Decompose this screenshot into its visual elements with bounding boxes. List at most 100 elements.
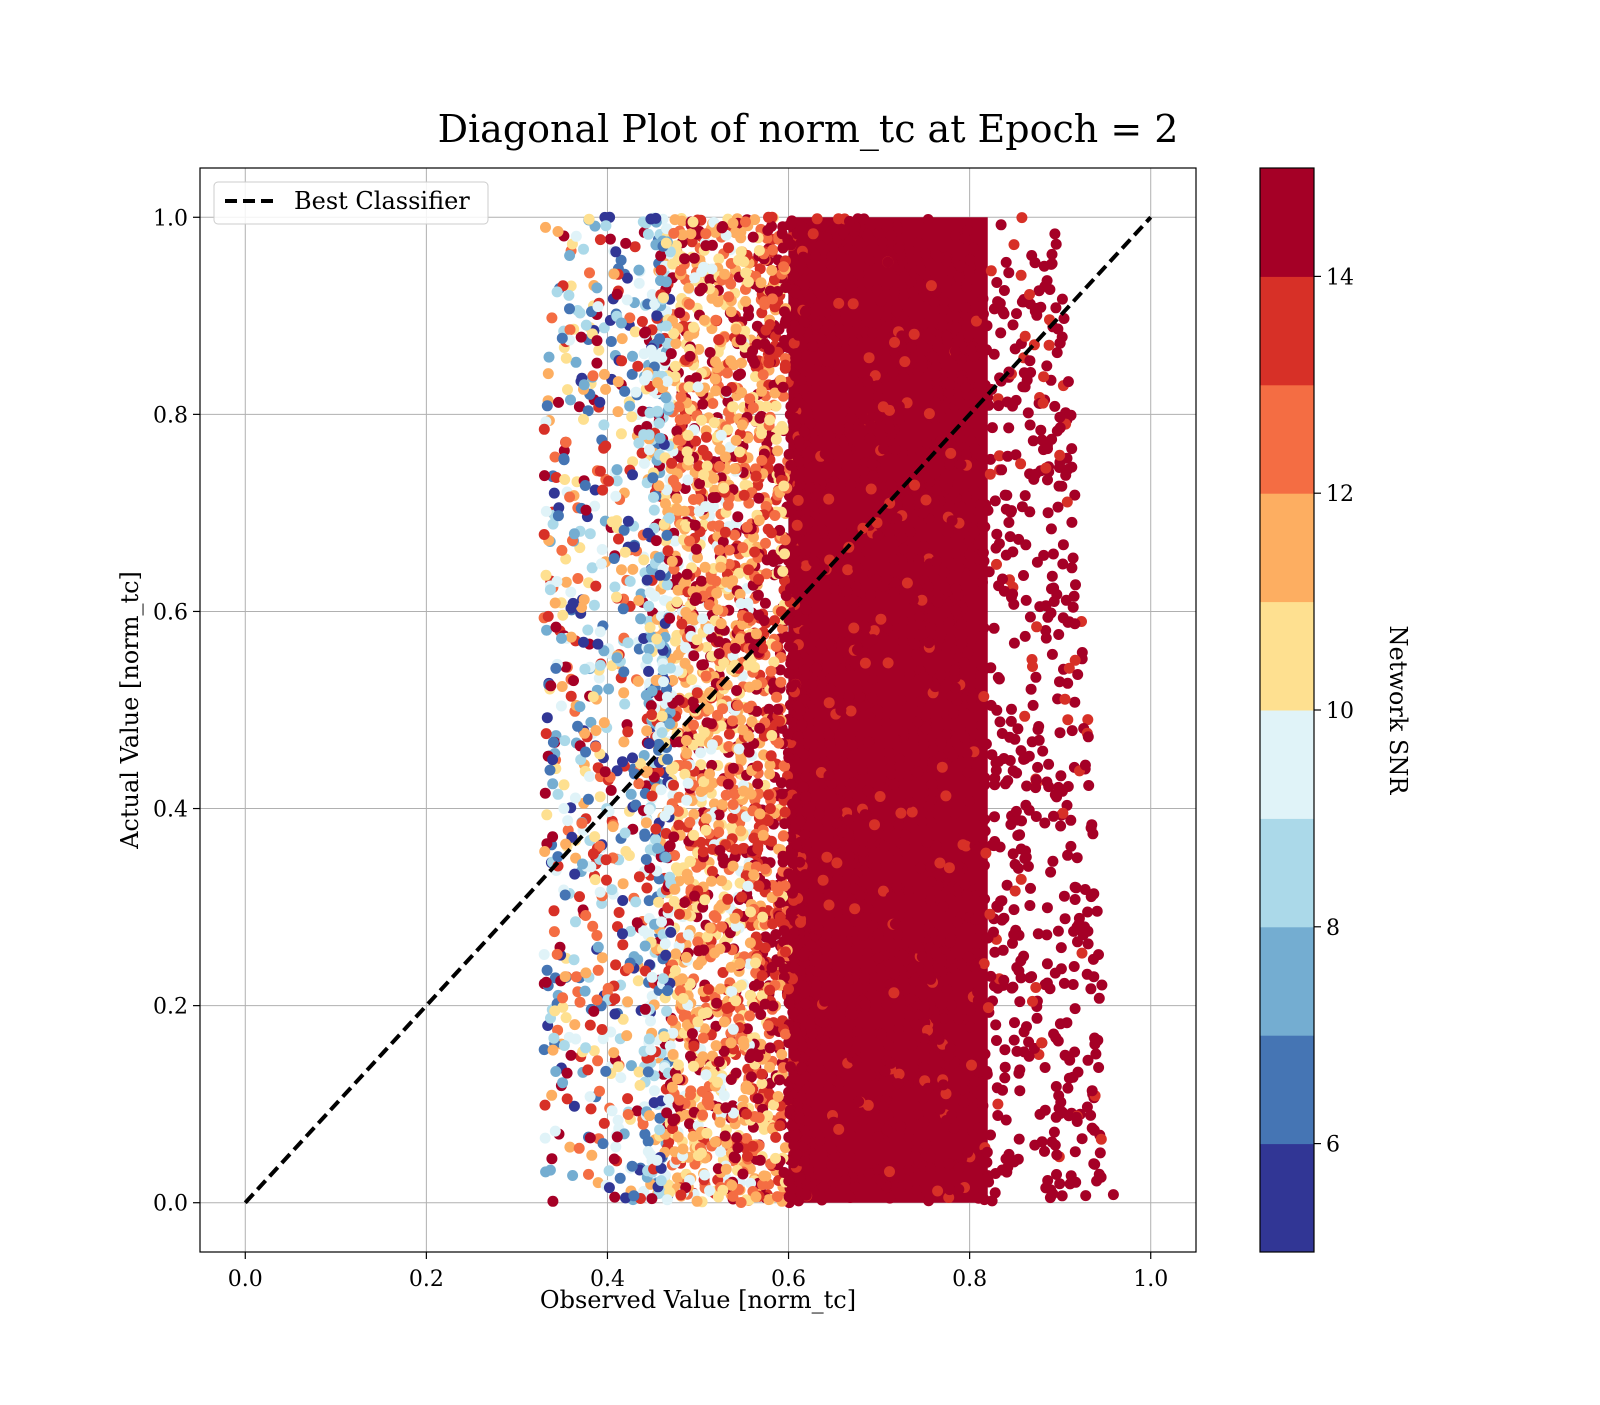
- scatter-point: [711, 588, 722, 599]
- scatter-point: [1020, 331, 1031, 342]
- scatter-point: [609, 268, 620, 279]
- scatter-point: [696, 415, 707, 426]
- scatter-point: [834, 361, 845, 372]
- scatter-point: [599, 1118, 610, 1129]
- scatter-point: [790, 797, 801, 808]
- scatter-point: [753, 590, 764, 601]
- scatter-point: [965, 254, 976, 265]
- scatter-point: [728, 799, 739, 810]
- scatter-point: [881, 574, 892, 585]
- scatter-point: [740, 216, 751, 227]
- scatter-point: [998, 975, 1009, 986]
- scatter-point: [945, 380, 956, 391]
- scatter-point: [754, 881, 765, 892]
- scatter-point: [849, 903, 860, 914]
- scatter-point: [810, 384, 821, 395]
- scatter-point: [811, 980, 822, 991]
- scatter-point: [847, 740, 858, 751]
- scatter-point: [811, 663, 822, 674]
- scatter-point: [858, 466, 869, 477]
- scatter-point: [983, 505, 994, 516]
- scatter-point: [978, 309, 989, 320]
- scatter-point: [784, 449, 795, 460]
- scatter-point: [596, 558, 607, 569]
- scatter-point: [729, 913, 740, 924]
- scatter-point: [715, 1146, 726, 1157]
- scatter-point: [822, 356, 833, 367]
- scatter-point: [635, 1080, 646, 1091]
- scatter-point: [646, 345, 657, 356]
- scatter-point: [758, 1170, 769, 1181]
- scatter-point: [960, 302, 971, 313]
- scatter-point: [644, 738, 655, 749]
- scatter-point: [758, 830, 769, 841]
- scatter-point: [891, 304, 902, 315]
- scatter-point: [972, 1165, 983, 1176]
- scatter-point: [954, 272, 965, 283]
- scatter-point: [801, 604, 812, 615]
- scatter-point: [580, 967, 591, 978]
- scatter-point: [1024, 289, 1035, 300]
- scatter-point: [728, 218, 739, 229]
- scatter-point: [829, 593, 840, 604]
- scatter-point: [583, 794, 594, 805]
- scatter-point: [765, 760, 776, 771]
- scatter-point: [685, 228, 696, 239]
- scatter-point: [909, 329, 920, 340]
- scatter-point: [978, 622, 989, 633]
- scatter-point: [1070, 655, 1081, 666]
- scatter-point: [627, 469, 638, 480]
- scatter-point: [763, 524, 774, 535]
- scatter-point: [682, 446, 693, 457]
- scatter-point: [701, 1128, 712, 1139]
- scatter-point: [550, 1066, 561, 1077]
- scatter-point: [540, 1166, 551, 1177]
- scatter-point: [918, 319, 929, 330]
- scatter-point: [742, 1151, 753, 1162]
- scatter-point: [1031, 621, 1042, 632]
- scatter-point: [656, 916, 667, 927]
- scatter-point: [848, 623, 859, 634]
- scatter-point: [560, 890, 571, 901]
- scatter-point: [588, 691, 599, 702]
- scatter-point: [649, 1085, 660, 1096]
- scatter-point: [711, 998, 722, 1009]
- scatter-point: [697, 399, 708, 410]
- scatter-point: [613, 406, 624, 417]
- scatter-point: [674, 1095, 685, 1106]
- scatter-point: [588, 1006, 599, 1017]
- scatter-point: [820, 448, 831, 459]
- scatter-point: [797, 234, 808, 245]
- scatter-point: [1069, 961, 1080, 972]
- scatter-point: [730, 1152, 741, 1163]
- scatter-point: [824, 770, 835, 781]
- scatter-point: [1030, 672, 1041, 683]
- scatter-point: [821, 946, 832, 957]
- scatter-point: [1021, 595, 1032, 606]
- scatter-point: [663, 545, 674, 556]
- scatter-point: [697, 1110, 708, 1121]
- scatter-point: [812, 717, 823, 728]
- scatter-point: [965, 1005, 976, 1016]
- scatter-point: [931, 556, 942, 567]
- scatter-point: [1047, 1188, 1058, 1199]
- scatter-point: [630, 241, 641, 252]
- scatter-point: [569, 528, 580, 539]
- scatter-point: [898, 544, 909, 555]
- scatter-point: [795, 917, 806, 928]
- scatter-point: [978, 691, 989, 702]
- scatter-point: [837, 935, 848, 946]
- scatter-point: [710, 374, 721, 385]
- scatter-point: [838, 1165, 849, 1176]
- scatter-point: [832, 961, 843, 972]
- scatter-point: [553, 226, 564, 237]
- scatter-point: [1094, 993, 1105, 1004]
- scatter-point: [589, 600, 600, 611]
- scatter-point: [754, 723, 765, 734]
- scatter-point: [540, 788, 551, 799]
- scatter-point: [778, 382, 789, 393]
- scatter-point: [927, 779, 938, 790]
- scatter-point: [541, 809, 552, 820]
- scatter-point: [699, 894, 710, 905]
- scatter-point: [838, 437, 849, 448]
